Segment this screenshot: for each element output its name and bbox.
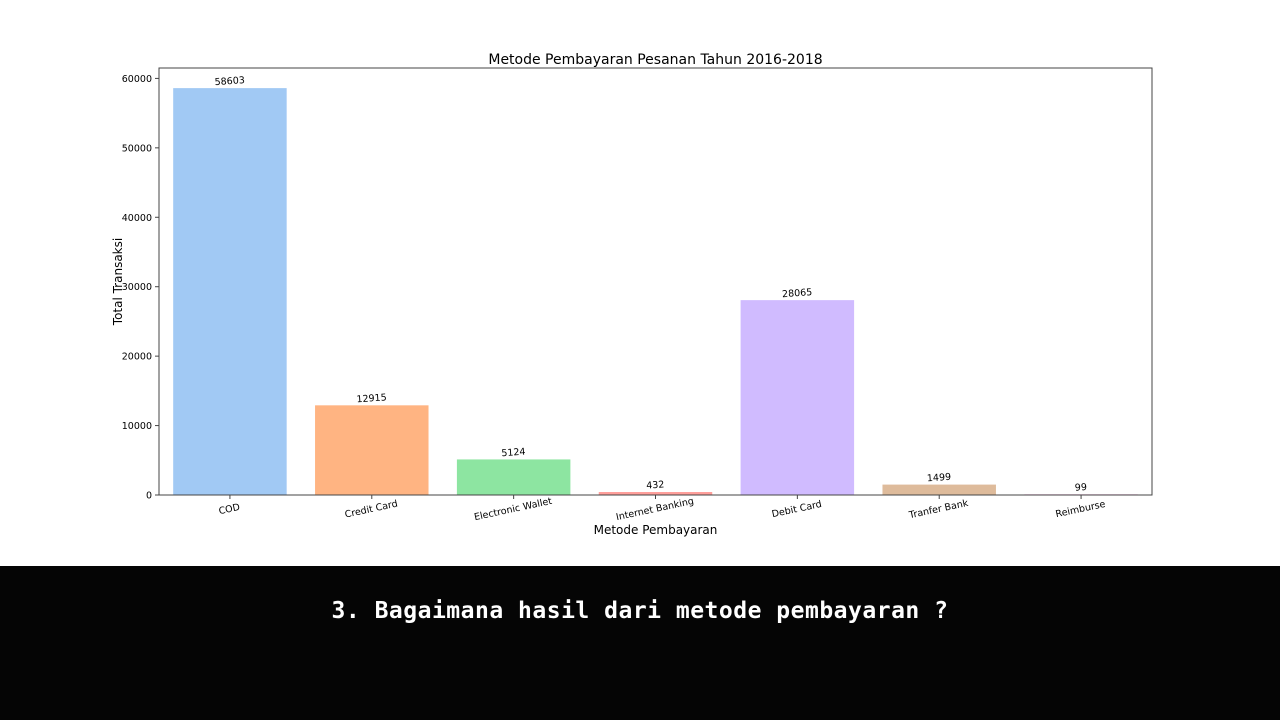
- y-tick-label: 40000: [122, 213, 152, 224]
- y-tick-label: 50000: [122, 143, 152, 154]
- x-tick-label: COD: [218, 502, 241, 517]
- x-tick-label: Credit Card: [344, 499, 399, 521]
- bar-tranfer-bank: [882, 484, 996, 495]
- x-axis-label: Metode Pembayaran: [594, 523, 718, 537]
- bar-value-label: 432: [646, 479, 665, 491]
- caption-bar: 3. Bagaimana hasil dari metode pembayara…: [0, 566, 1280, 720]
- bar-value-label: 5124: [501, 447, 526, 460]
- y-ticks: 0 10000 20000 30000 40000 50000 60000: [122, 74, 159, 502]
- bar-chart: Metode Pembayaran Pesanan Tahun 2016-201…: [111, 52, 1153, 537]
- x-ticks: COD Credit Card Electronic Wallet Internet …: [218, 495, 1107, 523]
- bars: 58603 12915 5124 432 28065 1499 99: [173, 75, 1138, 496]
- y-tick-label: 0: [146, 491, 152, 502]
- chart-area: Metode Pembayaran Pesanan Tahun 2016-201…: [111, 52, 1153, 537]
- x-tick-label: Reimburse: [1055, 499, 1107, 520]
- caption-text: 3. Bagaimana hasil dari metode pembayara…: [331, 598, 949, 624]
- x-tick-label: Electronic Wallet: [473, 496, 553, 523]
- y-tick-label: 60000: [122, 74, 152, 85]
- bar-electronic-wallet: [456, 459, 571, 495]
- y-tick-label: 30000: [122, 282, 152, 293]
- bar-internet-banking: [598, 492, 713, 495]
- y-axis-label: Total Transaksi: [111, 238, 125, 326]
- x-tick-label: Internet Banking: [615, 496, 695, 523]
- bar-value-label: 99: [1074, 482, 1087, 494]
- bar-debit-card: [740, 300, 855, 495]
- y-tick-label: 10000: [122, 421, 152, 432]
- bar-value-label: 1499: [927, 472, 952, 485]
- bar-value-label: 58603: [214, 75, 245, 88]
- bar-credit-card: [315, 405, 429, 495]
- bar-value-label: 28065: [782, 287, 813, 300]
- x-tick-label: Debit Card: [771, 499, 823, 520]
- x-tick-label: Tranfer Bank: [907, 498, 970, 522]
- y-tick-label: 20000: [122, 352, 152, 363]
- plot-frame: [158, 67, 1153, 496]
- bar-value-label: 12915: [356, 392, 387, 405]
- bar-cod: [173, 88, 287, 495]
- chart-title: Metode Pembayaran Pesanan Tahun 2016-201…: [488, 52, 822, 68]
